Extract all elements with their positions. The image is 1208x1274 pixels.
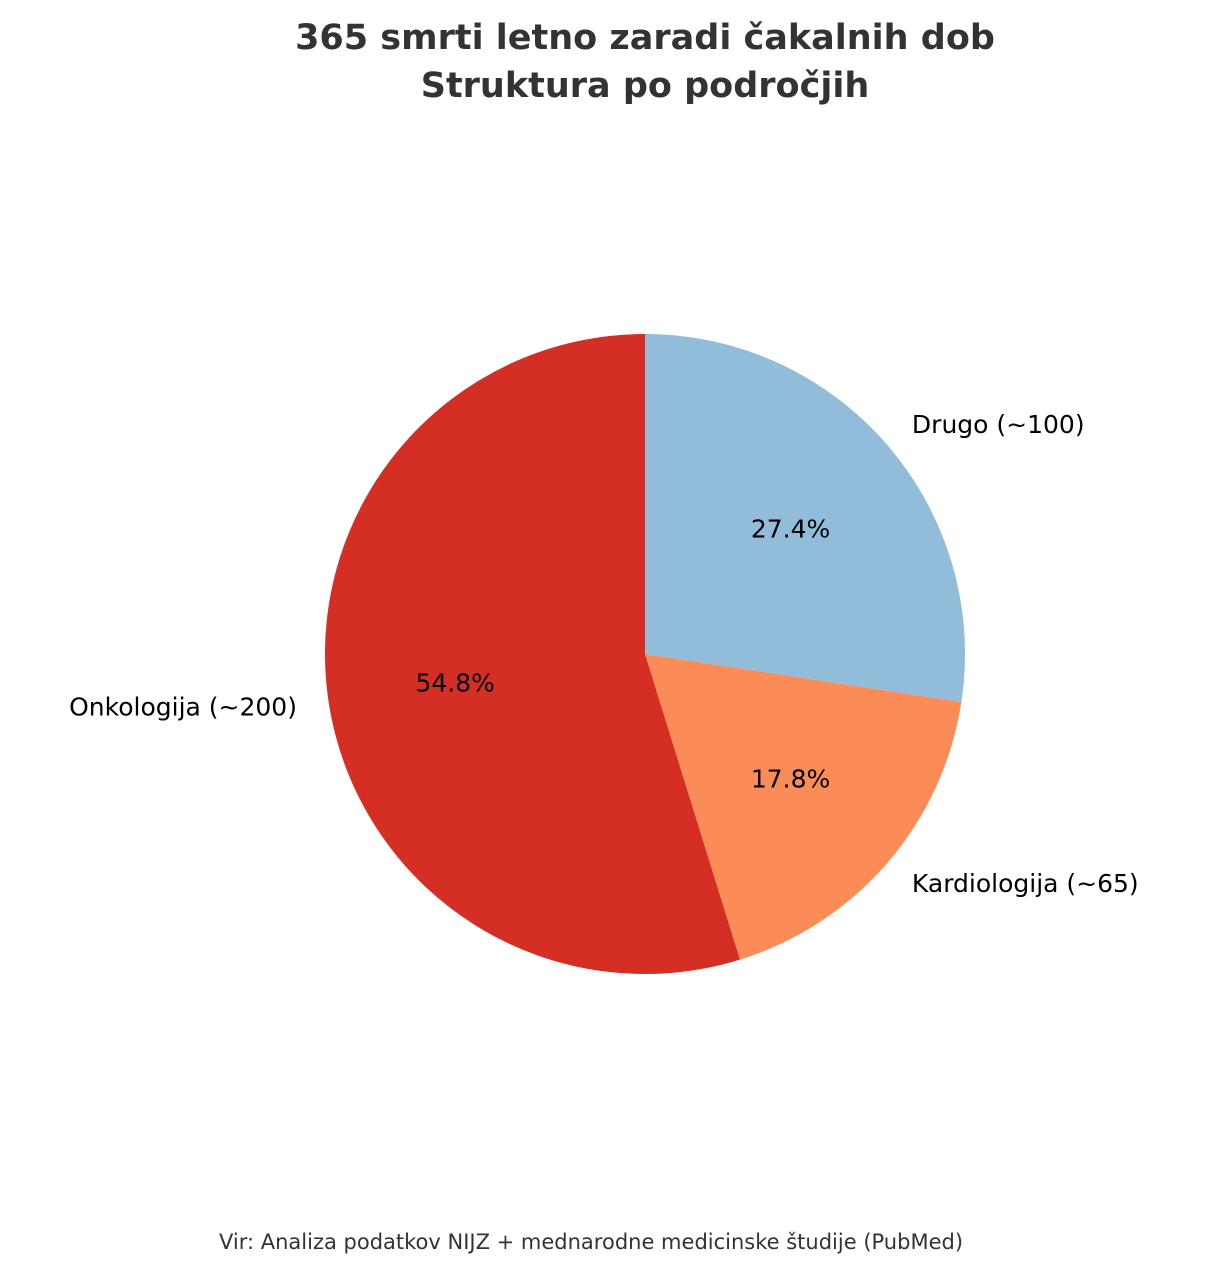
chart-title-line-1: 365 smrti letno zaradi čakalnih dob bbox=[295, 18, 995, 58]
pie-category-label-2: Kardiologija (~65) bbox=[912, 869, 1139, 898]
chart-title-line-2: Struktura po področjih bbox=[421, 66, 870, 106]
pie-category-label-3: Onkologija (~200) bbox=[69, 692, 297, 721]
source-note: Vir: Analiza podatkov NIJZ + mednarodne … bbox=[219, 1230, 963, 1254]
pie-slices bbox=[325, 334, 966, 974]
pie-percent-label-1: 27.4% bbox=[751, 514, 830, 543]
pie-category-label-1: Drugo (~100) bbox=[912, 410, 1085, 439]
pie-slice-3 bbox=[325, 334, 740, 974]
pie-slice-1 bbox=[645, 334, 966, 703]
pie-percent-label-2: 17.8% bbox=[751, 765, 830, 794]
pie-labels: 27.4% Drugo (~100) 17.8% Kardiologija (~65)… bbox=[69, 410, 1139, 898]
pie-percent-label-3: 54.8% bbox=[415, 668, 494, 697]
pie-slice-2 bbox=[645, 654, 962, 960]
